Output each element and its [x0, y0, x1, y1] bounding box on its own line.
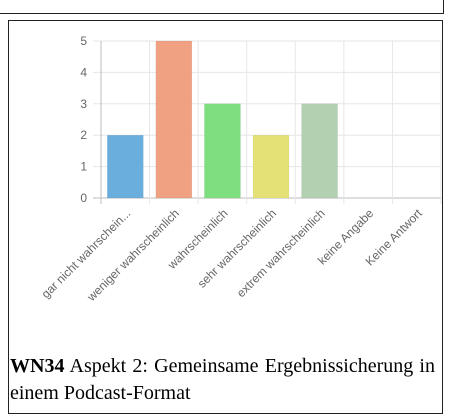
caption-label: WN34 [10, 355, 65, 377]
y-tick-label-3: 3 [80, 97, 87, 111]
figure-frame: 0 1 2 3 4 5 gar nicht wahrschein... weniger wah… [8, 20, 443, 414]
x-tick-label-4: extrem wahrscheinlich [234, 206, 328, 300]
caption-text: Aspekt 2: Gemeinsame Ergebnissicherung i… [10, 355, 435, 404]
y-tick-label-2: 2 [80, 128, 87, 142]
bar-3 [252, 134, 290, 199]
figure-caption: WN34 Aspekt 2: Gemeinsame Ergebnissicher… [10, 353, 435, 407]
x-tick-label-0: gar nicht wahrschein... [39, 206, 134, 301]
y-tick-label-1: 1 [80, 160, 87, 174]
x-tick-label-1: weniger wahrscheinlich [84, 206, 182, 304]
bar-2 [204, 103, 241, 199]
bar-4 [301, 103, 338, 199]
top-rule [0, 0, 444, 14]
bar-1 [155, 40, 193, 199]
y-tick-label-0: 0 [80, 191, 87, 205]
bar-0 [107, 134, 144, 199]
y-tick-label-4: 4 [80, 65, 87, 79]
bar-chart: 0 1 2 3 4 5 gar nicht wahrschein...weniger wah… [39, 34, 442, 305]
y-tick-label-5: 5 [80, 34, 87, 48]
